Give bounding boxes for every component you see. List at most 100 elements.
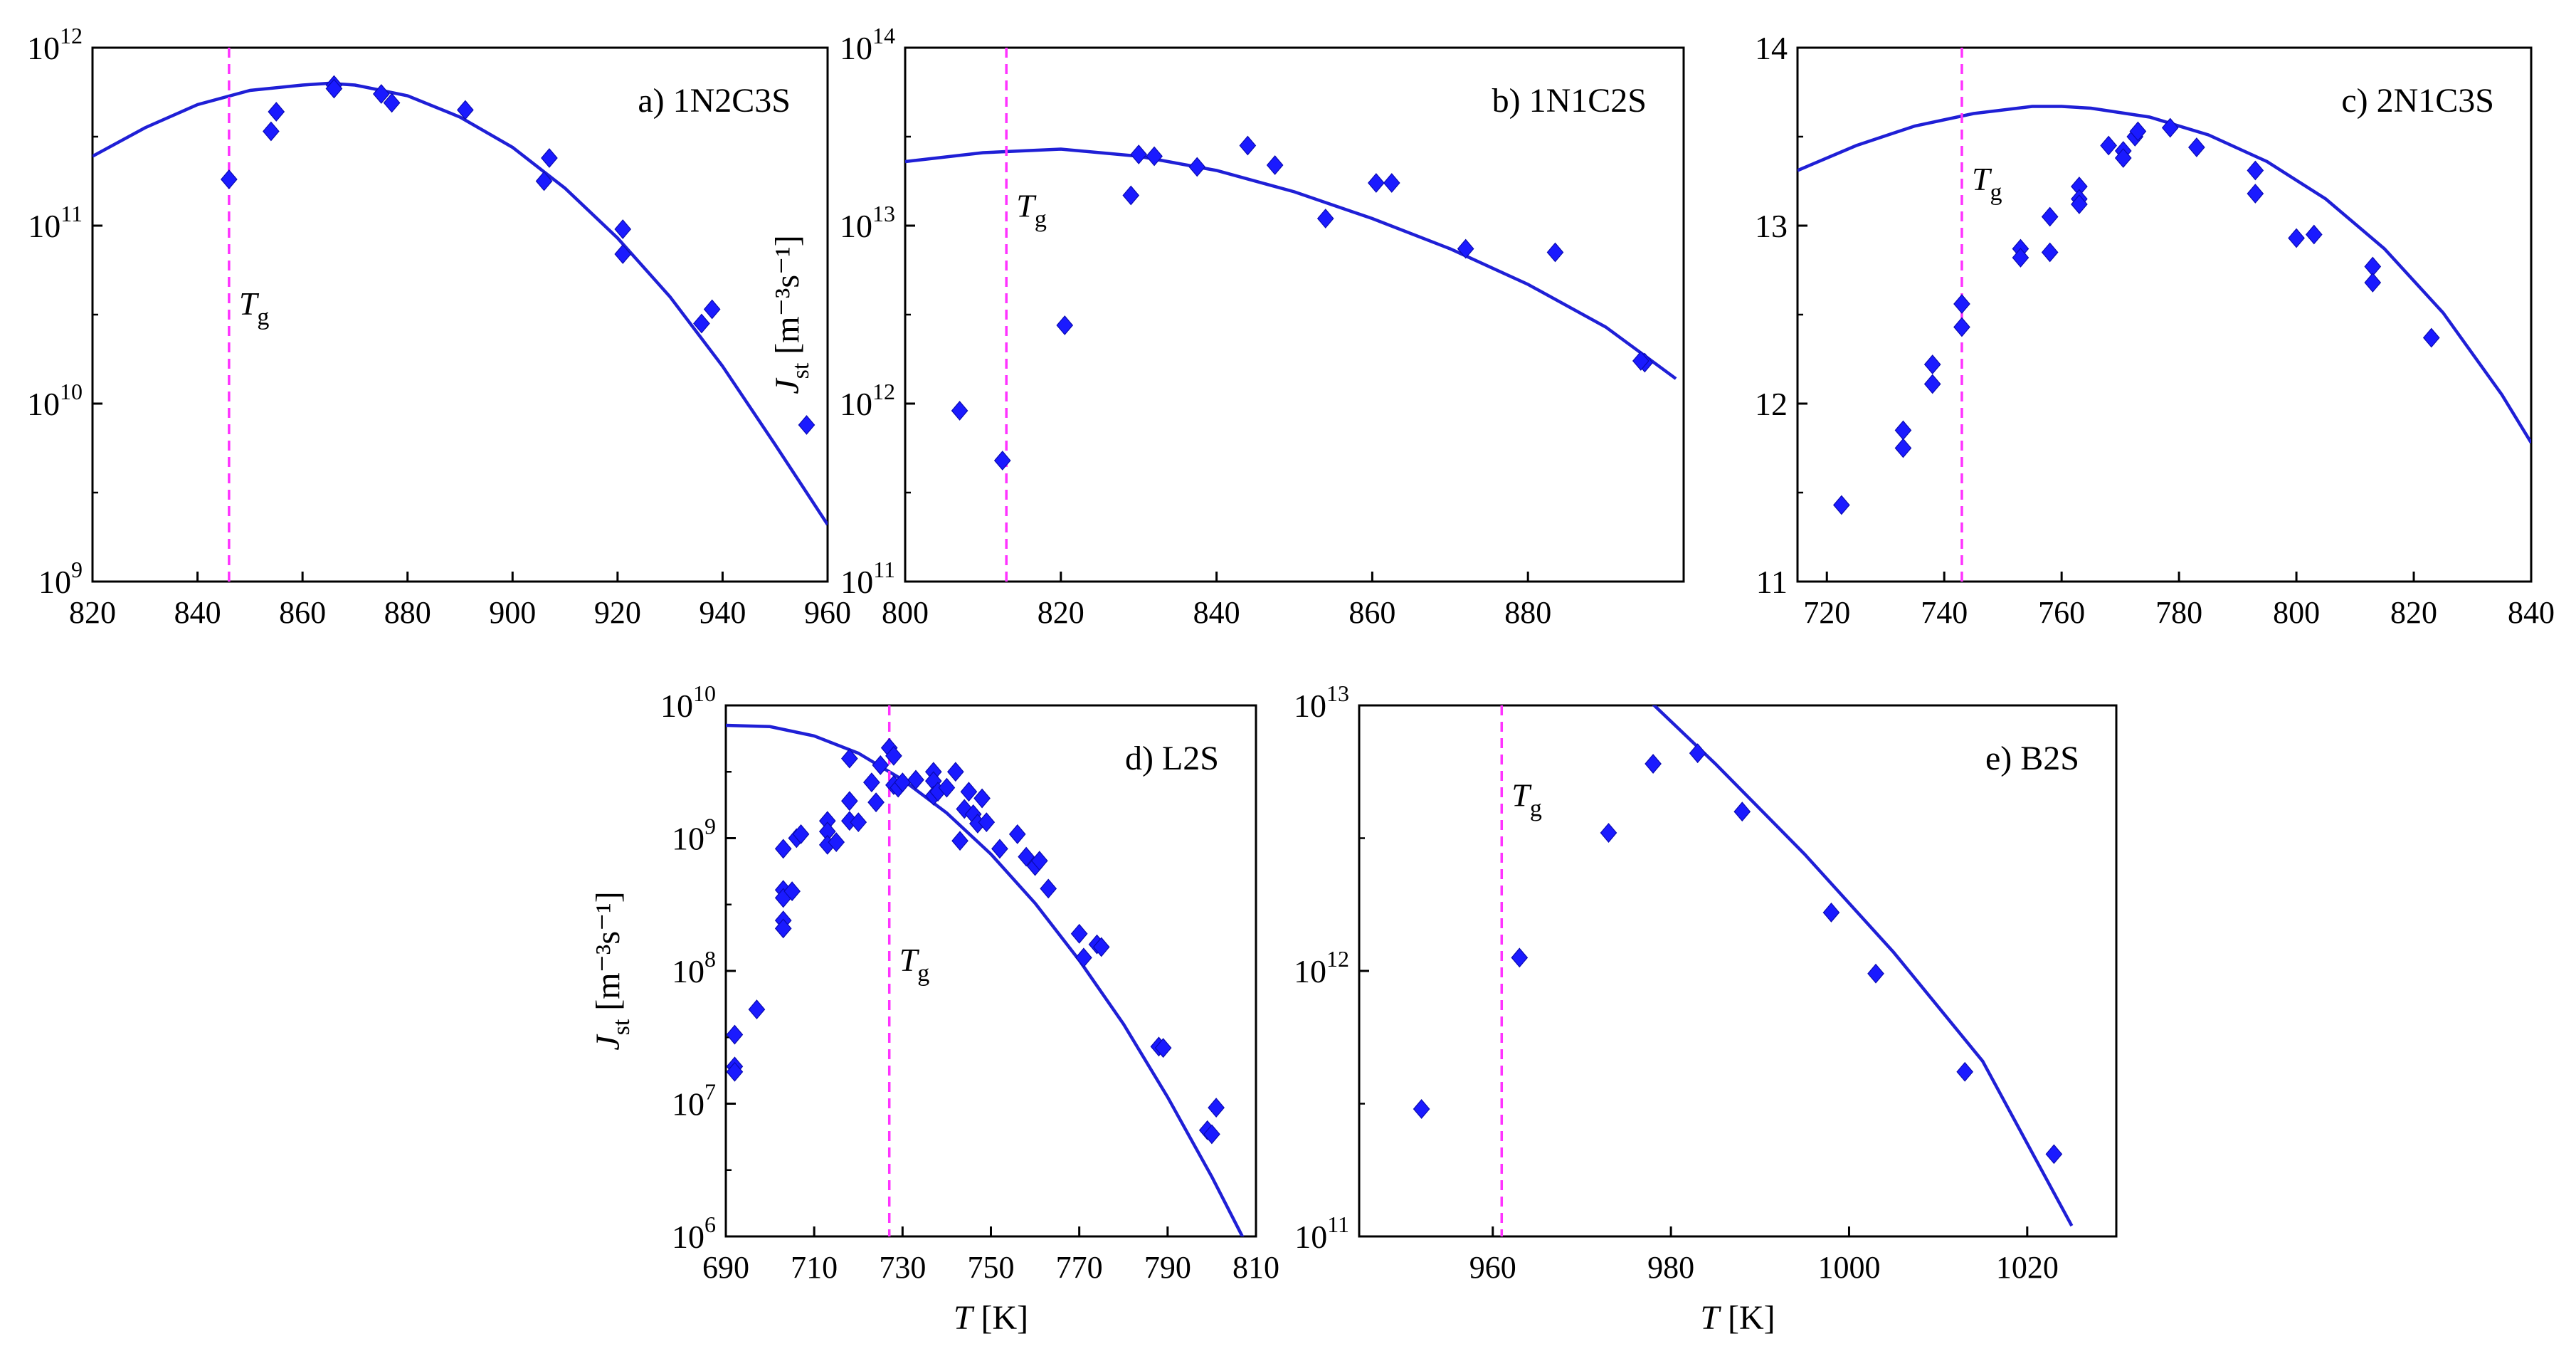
fit-curve [905, 147, 1677, 380]
data-point [1953, 294, 1970, 314]
x-axis-label: T [K] [1700, 1299, 1775, 1337]
data-point [1266, 155, 1284, 175]
tg-label: Tg [899, 942, 930, 987]
data-point [1056, 315, 1074, 335]
data-point [828, 832, 845, 853]
data-point [1733, 802, 1751, 822]
data-point [1956, 1061, 1974, 1082]
y-tick-label: 1011 [28, 201, 83, 244]
y-tick-label: 11 [1756, 564, 1788, 600]
data-point [1457, 238, 1474, 259]
data-point [867, 792, 885, 813]
data-point [1368, 173, 1385, 193]
data-point [748, 999, 766, 1020]
data-point [2045, 1144, 2063, 1165]
x-tick-label: 840 [1193, 595, 1240, 630]
data-point [268, 102, 285, 122]
data-point [1188, 157, 1206, 177]
y-tick-label: 109 [38, 557, 83, 600]
panel-b: 800 820 840 860 880 1014 1013 1012 1011 Tg b) 1N1C… [769, 23, 1685, 630]
data-point [1383, 173, 1400, 193]
data-point [1092, 937, 1110, 957]
data-point [1075, 947, 1092, 968]
data-point [973, 788, 991, 809]
data-point [2012, 248, 2029, 268]
data-point [792, 824, 810, 844]
y-tick-label: 14 [1755, 30, 1788, 66]
data-point [1040, 878, 1057, 899]
data-point [2247, 184, 2264, 204]
data-point [774, 918, 792, 939]
panel-label: a) 1N2C3S [638, 82, 791, 120]
data-point [726, 1024, 744, 1045]
y-tick-label: 1011 [840, 557, 895, 600]
x-tick-label: 980 [1647, 1250, 1694, 1285]
data-point [951, 831, 968, 851]
data-point [1894, 438, 1912, 458]
y-tick-label: 1012 [1294, 946, 1349, 989]
x-tick-label: 840 [174, 595, 221, 630]
x-tick-label: 820 [69, 595, 116, 630]
y-tick-label: 108 [672, 946, 716, 989]
data-point [863, 772, 880, 793]
tg-label: Tg [239, 285, 270, 330]
x-tick-label: 690 [702, 1250, 749, 1285]
tg-label: Tg [1972, 161, 2002, 206]
x-tick-label: 730 [879, 1250, 926, 1285]
x-tick-label: 860 [1348, 595, 1395, 630]
data-point [1208, 1098, 1225, 1118]
data-point [960, 782, 978, 802]
y-axis-label: Jst [m⁻³s⁻¹] [769, 235, 814, 394]
fit-curve [726, 723, 1245, 1236]
data-point [383, 93, 401, 113]
x-tick-label: 820 [2390, 595, 2437, 630]
data-point [978, 812, 996, 833]
data-point [2247, 160, 2264, 181]
fit-curve [1652, 705, 2074, 1227]
data-point [693, 313, 710, 334]
x-tick-label: 1020 [1996, 1250, 2059, 1285]
data-point [991, 839, 1008, 859]
data-point [840, 748, 858, 769]
data-point [1154, 1038, 1172, 1058]
data-point [1923, 374, 1941, 394]
panel-e: 960 980 1000 1020 1013 1012 1011 Tg e) B2S T [K] [1294, 680, 2118, 1337]
data-point [774, 839, 792, 859]
x-tick-label: 1000 [1817, 1250, 1880, 1285]
fit-curve [1798, 105, 2531, 444]
data-point [1239, 135, 1257, 156]
data-point [325, 78, 343, 99]
data-point [1689, 743, 1706, 764]
x-tick-label: 820 [1038, 595, 1084, 630]
data-point [1833, 495, 1850, 515]
tg-label: Tg [1016, 188, 1047, 233]
data-point [703, 299, 721, 320]
y-tick-label: 12 [1755, 386, 1788, 422]
y-tick-label: 13 [1755, 208, 1788, 244]
x-tick-label: 960 [1469, 1250, 1516, 1285]
y-tick-label: 109 [672, 814, 716, 857]
data-point [1316, 209, 1334, 228]
panel-a: 820 840 860 880 900 920 940 960 1012 1011 1010 109 T… [27, 23, 851, 630]
fit-curve [93, 81, 828, 526]
data-point [457, 100, 474, 120]
data-point [885, 745, 902, 766]
x-tick-label: 860 [279, 595, 326, 630]
data-point [1203, 1124, 1220, 1145]
y-tick-label: 1010 [27, 379, 83, 422]
x-tick-label: 740 [1921, 595, 1968, 630]
data-point [541, 148, 558, 168]
data-point [993, 451, 1011, 471]
x-tick-label: 790 [1144, 1250, 1191, 1285]
data-point [372, 84, 390, 104]
panel-label: e) B2S [1985, 740, 2079, 777]
x-tick-label: 810 [1232, 1250, 1279, 1285]
data-point [907, 769, 924, 790]
data-point [951, 401, 968, 421]
y-tick-label: 107 [672, 1079, 716, 1123]
y-tick-label: 1010 [660, 680, 716, 724]
data-point [798, 415, 815, 435]
data-point [221, 169, 238, 189]
plot-frame [91, 46, 829, 583]
y-tick-label: 1012 [27, 23, 83, 66]
